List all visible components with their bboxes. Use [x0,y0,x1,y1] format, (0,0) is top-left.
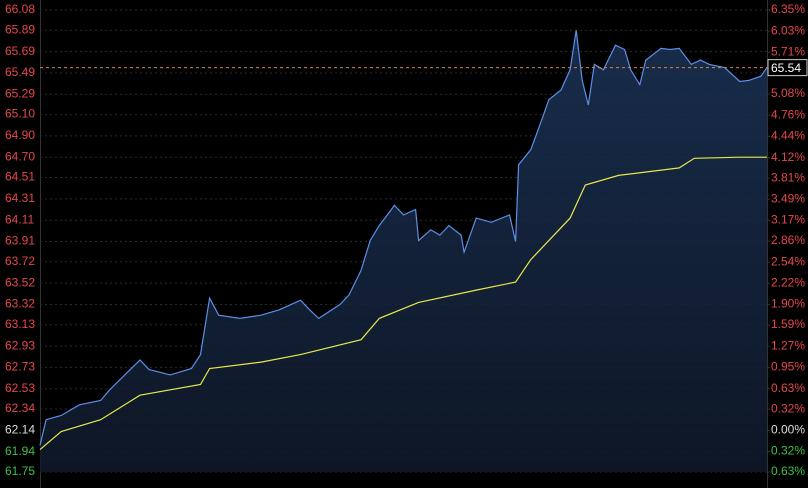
y2-tick-label: 5.71% [771,45,805,59]
y-tick-label: 63.52 [5,275,35,289]
y2-tick-label: 2.22% [771,276,805,290]
y-tick-label: 63.72 [5,254,35,268]
y-tick-label: 62.34 [5,401,35,415]
y-tick-label: 62.53 [5,381,35,395]
y2-tick-label: 0.63% [771,464,805,478]
y2-tick-label: 6.03% [771,23,805,37]
y2-tick-label: 3.49% [771,191,805,205]
y2-tick-label: 1.59% [771,317,805,331]
last-price-box [767,59,808,77]
y-tick-label: 64.70 [5,149,35,163]
y2-tick-label: 0.00% [771,422,805,436]
y2-tick-label: 2.54% [771,254,805,268]
y-tick-label: 64.51 [5,170,35,184]
line [39,156,767,451]
y2-tick-label: 6.35% [771,2,805,16]
y2-tick-label: 3.81% [771,170,805,184]
y2-tick-label: 5.08% [771,86,805,100]
y2-tick-label: 0.63% [771,381,805,395]
y-tick-label: 65.69 [5,44,35,58]
y-tick-label: 63.13 [5,317,35,331]
y2-tick-label: 3.17% [771,213,805,227]
y2-tick-label: 4.12% [771,150,805,164]
line [39,30,768,446]
y2-tick-label: 0.95% [771,360,805,374]
y2-tick-label: 1.27% [771,338,805,352]
y-tick-label: 65.49 [5,65,35,79]
y2-tick-label: 4.76% [771,107,805,121]
y-tick-label: 61.94 [5,444,35,458]
y2-tick-label: 0.32% [771,444,805,458]
y-tick-label: 63.32 [5,297,35,311]
y2-tick-label: 1.90% [771,297,805,311]
y-tick-label: 61.75 [5,464,35,478]
y-tick-label: 62.93 [5,338,35,352]
area [40,30,767,473]
y-tick-label: 65.89 [5,22,35,36]
y2-tick-label: 0.32% [771,401,805,415]
y-tick-label: 62.73 [5,360,35,374]
y-tick-label: 65.29 [5,86,35,100]
last-price-label: 65.54 [771,61,801,75]
y-tick-label: 65.10 [5,107,35,121]
y-tick-label: 63.91 [5,234,35,248]
y-tick-label: 66.08 [5,2,35,16]
y2-tick-label: 2.86% [771,233,805,247]
y2-tick-label: 4.44% [771,129,805,143]
y-tick-label: 64.31 [5,191,35,205]
y-tick-label: 62.14 [5,423,35,437]
y-tick-label: 64.11 [5,212,34,226]
y-tick-label: 64.90 [5,128,35,142]
